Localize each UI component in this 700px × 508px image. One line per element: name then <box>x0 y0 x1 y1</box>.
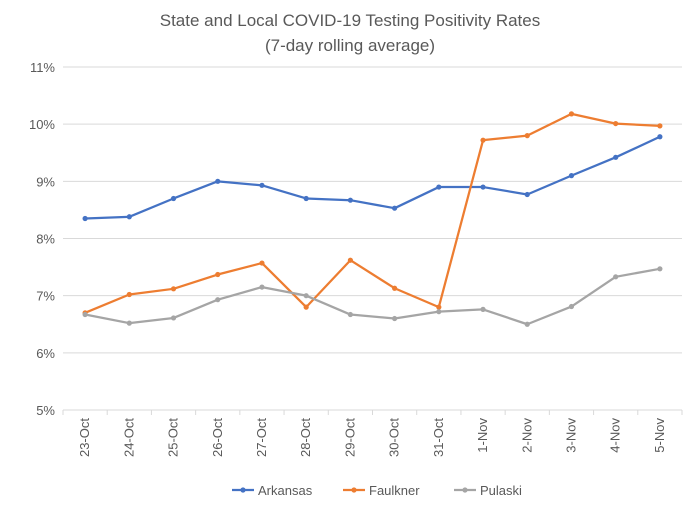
chart-title: State and Local COVID-19 Testing Positiv… <box>160 11 540 30</box>
data-point-faulkner <box>657 123 663 129</box>
data-point-pulaski <box>657 266 663 272</box>
y-tick-label: 9% <box>36 174 55 189</box>
data-point-pulaski <box>82 311 88 318</box>
data-point-faulkner <box>303 304 309 310</box>
x-tick-label: 2-Nov <box>519 418 534 453</box>
data-point-arkansas <box>436 184 442 190</box>
data-point-pulaski <box>259 284 265 290</box>
y-tick-label: 11% <box>30 60 55 75</box>
legend-marker <box>240 487 246 493</box>
x-tick-label: 27-Oct <box>254 418 269 457</box>
x-tick-label: 1-Nov <box>475 418 490 453</box>
data-point-faulkner <box>524 133 530 139</box>
series-line-pulaski <box>83 267 662 326</box>
x-tick-label: 29-Oct <box>342 418 357 457</box>
data-point-pulaski <box>170 315 177 321</box>
gridlines <box>63 66 682 411</box>
legend-item-pulaski: Pulaski <box>454 483 522 498</box>
data-point-arkansas <box>126 214 132 220</box>
data-point-faulkner <box>613 120 619 127</box>
x-axis-ticks: 23-Oct 24-Oct 25-Oct 26-Oct 27-Oct 28-Oct 29-O… <box>62 409 683 457</box>
data-point-pulaski <box>524 321 530 327</box>
x-tick-label: 5-Nov <box>652 418 667 453</box>
data-point-pulaski <box>436 309 442 315</box>
data-point-arkansas <box>347 197 353 203</box>
data-point-faulkner <box>215 271 221 278</box>
x-tick-label: 23-Oct <box>77 418 92 457</box>
data-point-arkansas <box>170 195 177 202</box>
data-point-pulaski <box>303 293 309 299</box>
y-tick-label: 5% <box>36 403 55 418</box>
y-tick-label: 6% <box>36 346 55 361</box>
x-tick-label: 30-Oct <box>387 418 402 457</box>
legend-marker <box>462 487 468 493</box>
x-tick-label: 26-Oct <box>210 418 225 457</box>
chart-subtitle: (7-day rolling average) <box>265 36 435 55</box>
data-point-arkansas <box>82 215 88 222</box>
legend-item-arkansas: Arkansas <box>232 483 313 498</box>
data-point-pulaski <box>392 315 398 322</box>
data-point-faulkner <box>436 304 442 310</box>
data-point-faulkner <box>170 286 177 292</box>
data-point-pulaski <box>480 306 486 312</box>
data-point-pulaski <box>126 320 132 326</box>
data-point-arkansas <box>524 191 530 198</box>
x-tick-label: 24-Oct <box>121 418 136 457</box>
series-faulkner <box>82 111 663 316</box>
data-point-faulkner <box>568 111 575 117</box>
x-tick-label: 31-Oct <box>431 418 446 457</box>
x-tick-label: 28-Oct <box>298 418 313 457</box>
data-point-arkansas <box>568 173 575 179</box>
data-point-pulaski <box>568 303 575 310</box>
x-tick-label: 25-Oct <box>166 418 181 457</box>
legend-marker <box>351 487 357 493</box>
data-point-pulaski <box>347 311 353 318</box>
data-point-pulaski <box>613 274 619 280</box>
legend-item-faulkner: Faulkner <box>343 483 420 498</box>
y-tick-label: 8% <box>36 232 55 247</box>
series-pulaski <box>82 266 663 327</box>
legend-label: Arkansas <box>258 483 313 498</box>
x-tick-label: 3-Nov <box>563 418 578 453</box>
series-lines <box>82 111 663 327</box>
data-point-arkansas <box>303 195 309 202</box>
legend-label: Faulkner <box>369 483 420 498</box>
series-line-faulkner <box>83 112 662 314</box>
data-point-faulkner <box>126 291 132 298</box>
data-point-faulkner <box>392 285 398 291</box>
y-tick-label: 7% <box>36 289 55 304</box>
legend-label: Pulaski <box>480 483 522 498</box>
data-point-arkansas <box>392 205 398 211</box>
data-point-arkansas <box>657 134 663 140</box>
data-point-arkansas <box>480 184 486 190</box>
data-point-faulkner <box>347 257 353 263</box>
data-point-arkansas <box>613 154 619 160</box>
legend: Arkansas Faulkner Pulaski <box>232 483 522 498</box>
y-axis-ticks: 5% 6% 7% 8% 9% 10% 11% <box>29 60 55 418</box>
data-point-faulkner <box>480 137 486 143</box>
x-tick-label: 4-Nov <box>608 418 623 453</box>
series-arkansas <box>82 134 663 222</box>
data-point-arkansas <box>215 178 221 184</box>
series-line-arkansas <box>83 135 662 220</box>
data-point-faulkner <box>259 260 265 266</box>
data-point-arkansas <box>259 182 265 188</box>
y-tick-label: 10% <box>29 117 55 132</box>
data-point-pulaski <box>215 297 221 303</box>
